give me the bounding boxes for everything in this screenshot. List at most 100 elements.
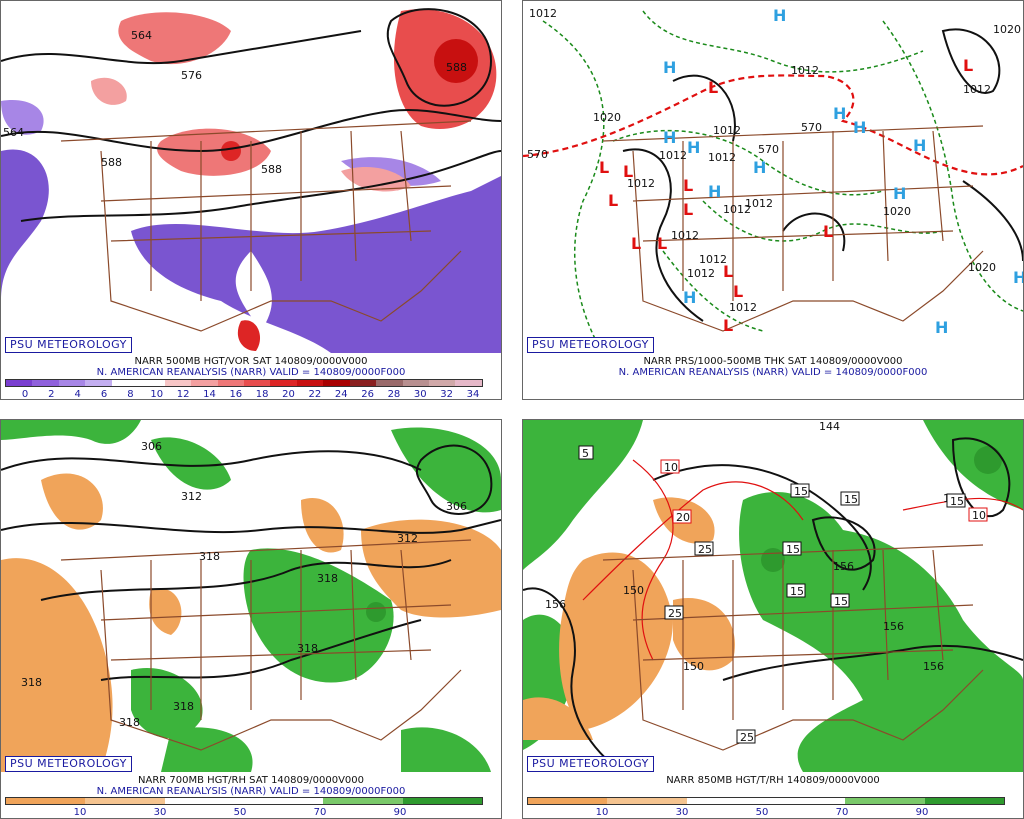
temp-box-label: 20 <box>676 511 690 524</box>
temp-box-label: 15 <box>790 585 804 598</box>
temp-box-label: 25 <box>698 543 712 556</box>
isotherms <box>582 459 1023 661</box>
moist-northwest <box>523 420 643 570</box>
moist-northeast <box>391 427 501 513</box>
boxed-temps: 5 10 15 15 20 15 25 25 15 15 25 15 10 <box>578 445 988 744</box>
color-scale-ticks: 10 30 50 70 90 <box>527 807 1005 818</box>
high-pressure-icon: H <box>663 58 676 77</box>
neg-vort-west <box>1 149 49 301</box>
scale-swatch <box>164 798 244 804</box>
product-title: NARR PRS/1000-500MB THK SAT 140809/0000V… <box>643 356 903 367</box>
panel-700mb-rh: 306 312 306 318 312 318 318 318 318 318 … <box>0 419 502 819</box>
low-pressure-icon: L <box>657 234 667 253</box>
contour-label: 588 <box>261 163 282 176</box>
scale-swatch <box>217 380 244 386</box>
panel-850mb-t-rh: 144 156 150 150 156 156 156 156 5 10 15 … <box>522 419 1024 819</box>
scale-swatch <box>296 380 324 386</box>
scale-tick-label: 14 <box>203 389 216 400</box>
high-pressure-icon: H <box>833 104 846 123</box>
moist-east <box>739 491 1023 772</box>
scale-tick-label: 50 <box>755 807 769 818</box>
low-pressure-icon: L <box>823 222 833 241</box>
contour-label: 306 <box>141 440 162 453</box>
temp-box-label: 15 <box>844 493 858 506</box>
scale-tick-label: 90 <box>393 807 407 818</box>
map-850mb: 144 156 150 150 156 156 156 156 5 10 15 … <box>523 420 1023 772</box>
psu-badge: PSU METEOROLOGY <box>5 756 132 772</box>
thickness-map-svg: H H H H H H H H H H H H H L L L L L L L <box>523 1 1023 353</box>
scale-swatch <box>607 798 687 804</box>
isobar-label: 1012 <box>713 124 741 137</box>
scale-tick-label: 70 <box>835 807 849 818</box>
isobar-label: 1012 <box>963 83 991 96</box>
scale-swatch <box>270 380 297 386</box>
isobar-label: 1012 <box>723 203 751 216</box>
scale-tick-label: 28 <box>387 389 401 400</box>
product-title: NARR 500MB HGT/VOR SAT 140809/0000V000 <box>134 356 368 367</box>
temp-box-label: 15 <box>794 485 808 498</box>
temp-box-label: 15 <box>786 543 800 556</box>
scale-swatch <box>429 380 456 386</box>
scale-swatch <box>243 380 271 386</box>
scale-swatch <box>323 798 403 804</box>
product-valid: N. AMERICAN REANALYSIS (NARR) VALID = 14… <box>618 367 928 378</box>
neg-vort-south <box>131 176 501 353</box>
isobar-label: 1020 <box>968 261 996 274</box>
scale-tick-label: 90 <box>915 807 929 818</box>
scale-tick-label: 6 <box>100 389 108 400</box>
contour-label: 318 <box>199 550 220 563</box>
low-pressure-icon: L <box>631 234 641 253</box>
product-title: NARR 850MB HGT/T/RH 140809/0000V000 <box>666 775 880 786</box>
scale-swatch <box>85 798 165 804</box>
scale-swatch <box>32 380 59 386</box>
scale-tick-label: 70 <box>313 807 327 818</box>
contour-label: 576 <box>181 69 202 82</box>
scale-tick-label: 30 <box>675 807 689 818</box>
panel-thickness-pressure: H H H H H H H H H H H H H L L L L L L L <box>522 0 1024 400</box>
isobar-label: 1012 <box>671 229 699 242</box>
temp-box-label: 10 <box>972 509 986 522</box>
scale-swatch <box>85 380 112 386</box>
contour-label: 150 <box>623 584 644 597</box>
scale-swatch <box>845 798 925 804</box>
thickness-label: 570 <box>758 143 779 156</box>
low-pressure-icon: L <box>733 282 743 301</box>
contour-label: 156 <box>923 660 944 673</box>
isobar-label: 1012 <box>729 301 757 314</box>
high-pressure-icon: H <box>1013 268 1023 287</box>
scale-swatch <box>686 798 766 804</box>
color-scale-ticks: 0 2 4 6 8 10 12 14 16 18 20 22 24 26 28 30 32 34 <box>5 389 483 400</box>
product-title: NARR 700MB HGT/RH SAT 140809/0000V000 <box>138 775 364 786</box>
color-scale <box>5 379 483 387</box>
color-scale <box>527 797 1005 805</box>
scale-swatch <box>455 380 482 386</box>
scale-swatch <box>58 380 86 386</box>
scale-swatch <box>323 380 350 386</box>
temp-box-label: 25 <box>668 607 682 620</box>
low-pressure-icon: L <box>723 262 733 281</box>
scale-tick-label: 2 <box>48 389 55 400</box>
scale-swatch <box>765 798 846 804</box>
scale-swatch <box>349 380 377 386</box>
high-pressure-icon: H <box>708 182 721 201</box>
contour-label: 564 <box>3 126 24 139</box>
scale-swatch <box>376 380 403 386</box>
psu-badge: PSU METEOROLOGY <box>5 337 132 353</box>
scale-swatch <box>6 798 86 804</box>
contour-label: 312 <box>397 532 418 545</box>
scale-tick-label: 32 <box>440 389 454 400</box>
scale-tick-label: 4 <box>74 389 81 400</box>
scale-tick-label: 0 <box>21 389 29 400</box>
contour-label: 318 <box>21 676 42 689</box>
low-pressure-icon: L <box>623 162 633 181</box>
product-valid: N. AMERICAN REANALYSIS (NARR) VALID = 14… <box>96 367 406 378</box>
scale-swatch <box>164 380 192 386</box>
contour-label: 318 <box>173 700 194 713</box>
map-thickness: H H H H H H H H H H H H H L L L L L L L <box>523 1 1023 353</box>
political-borders <box>60 539 472 751</box>
isobar-label: 1012 <box>699 253 727 266</box>
temp-box-label: 5 <box>582 447 589 460</box>
temp-box-label: 15 <box>950 495 964 508</box>
low-pressure-icon: L <box>708 78 718 97</box>
thickness-label: 570 <box>527 148 548 161</box>
